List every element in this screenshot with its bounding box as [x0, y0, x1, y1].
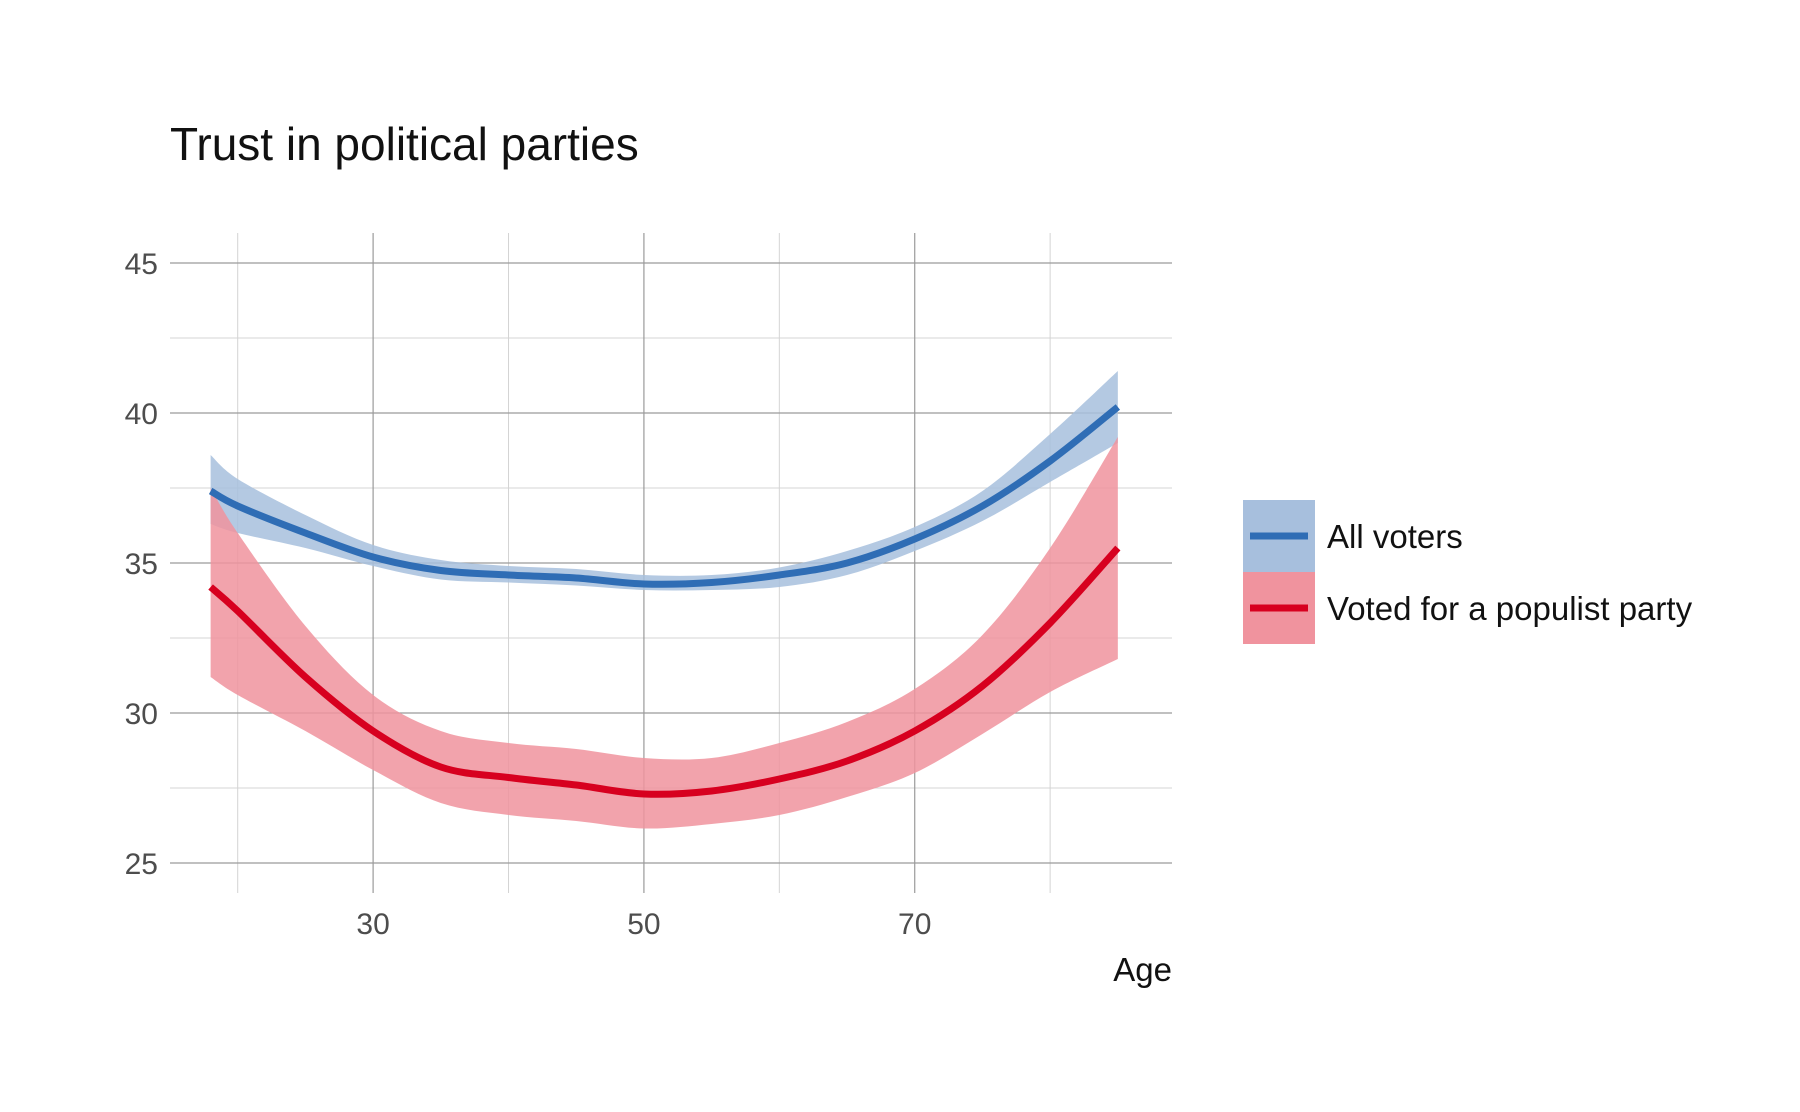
y-tick-label: 30: [125, 698, 158, 731]
populist-voters-confidence-band: [210, 437, 1118, 829]
legend-label: All voters: [1327, 518, 1463, 555]
y-tick-label: 35: [125, 548, 158, 581]
x-tick-label: 30: [356, 908, 389, 941]
legend-item-populist-voters: Voted for a populist party: [1243, 572, 1693, 644]
all-voters-confidence-band: [210, 371, 1118, 591]
y-tick-label: 45: [125, 248, 158, 281]
legend: All voters Voted for a populist party: [1243, 500, 1693, 644]
x-tick-label: 50: [627, 908, 660, 941]
tick-labels: 25 30 35 40 45 30 50 70: [125, 248, 932, 941]
legend-item-all-voters: All voters: [1243, 500, 1463, 572]
series-lines: [208, 404, 1121, 798]
legend-label: Voted for a populist party: [1327, 590, 1693, 627]
x-axis-title: Age: [1113, 951, 1172, 988]
all-voters-line: [208, 404, 1121, 588]
x-tick-label: 70: [898, 908, 931, 941]
y-tick-label: 25: [125, 848, 158, 881]
y-tick-label: 40: [125, 398, 158, 431]
confidence-bands: [210, 371, 1118, 829]
chart-title: Trust in political parties: [170, 118, 639, 170]
populist-voters-line: [208, 545, 1121, 798]
